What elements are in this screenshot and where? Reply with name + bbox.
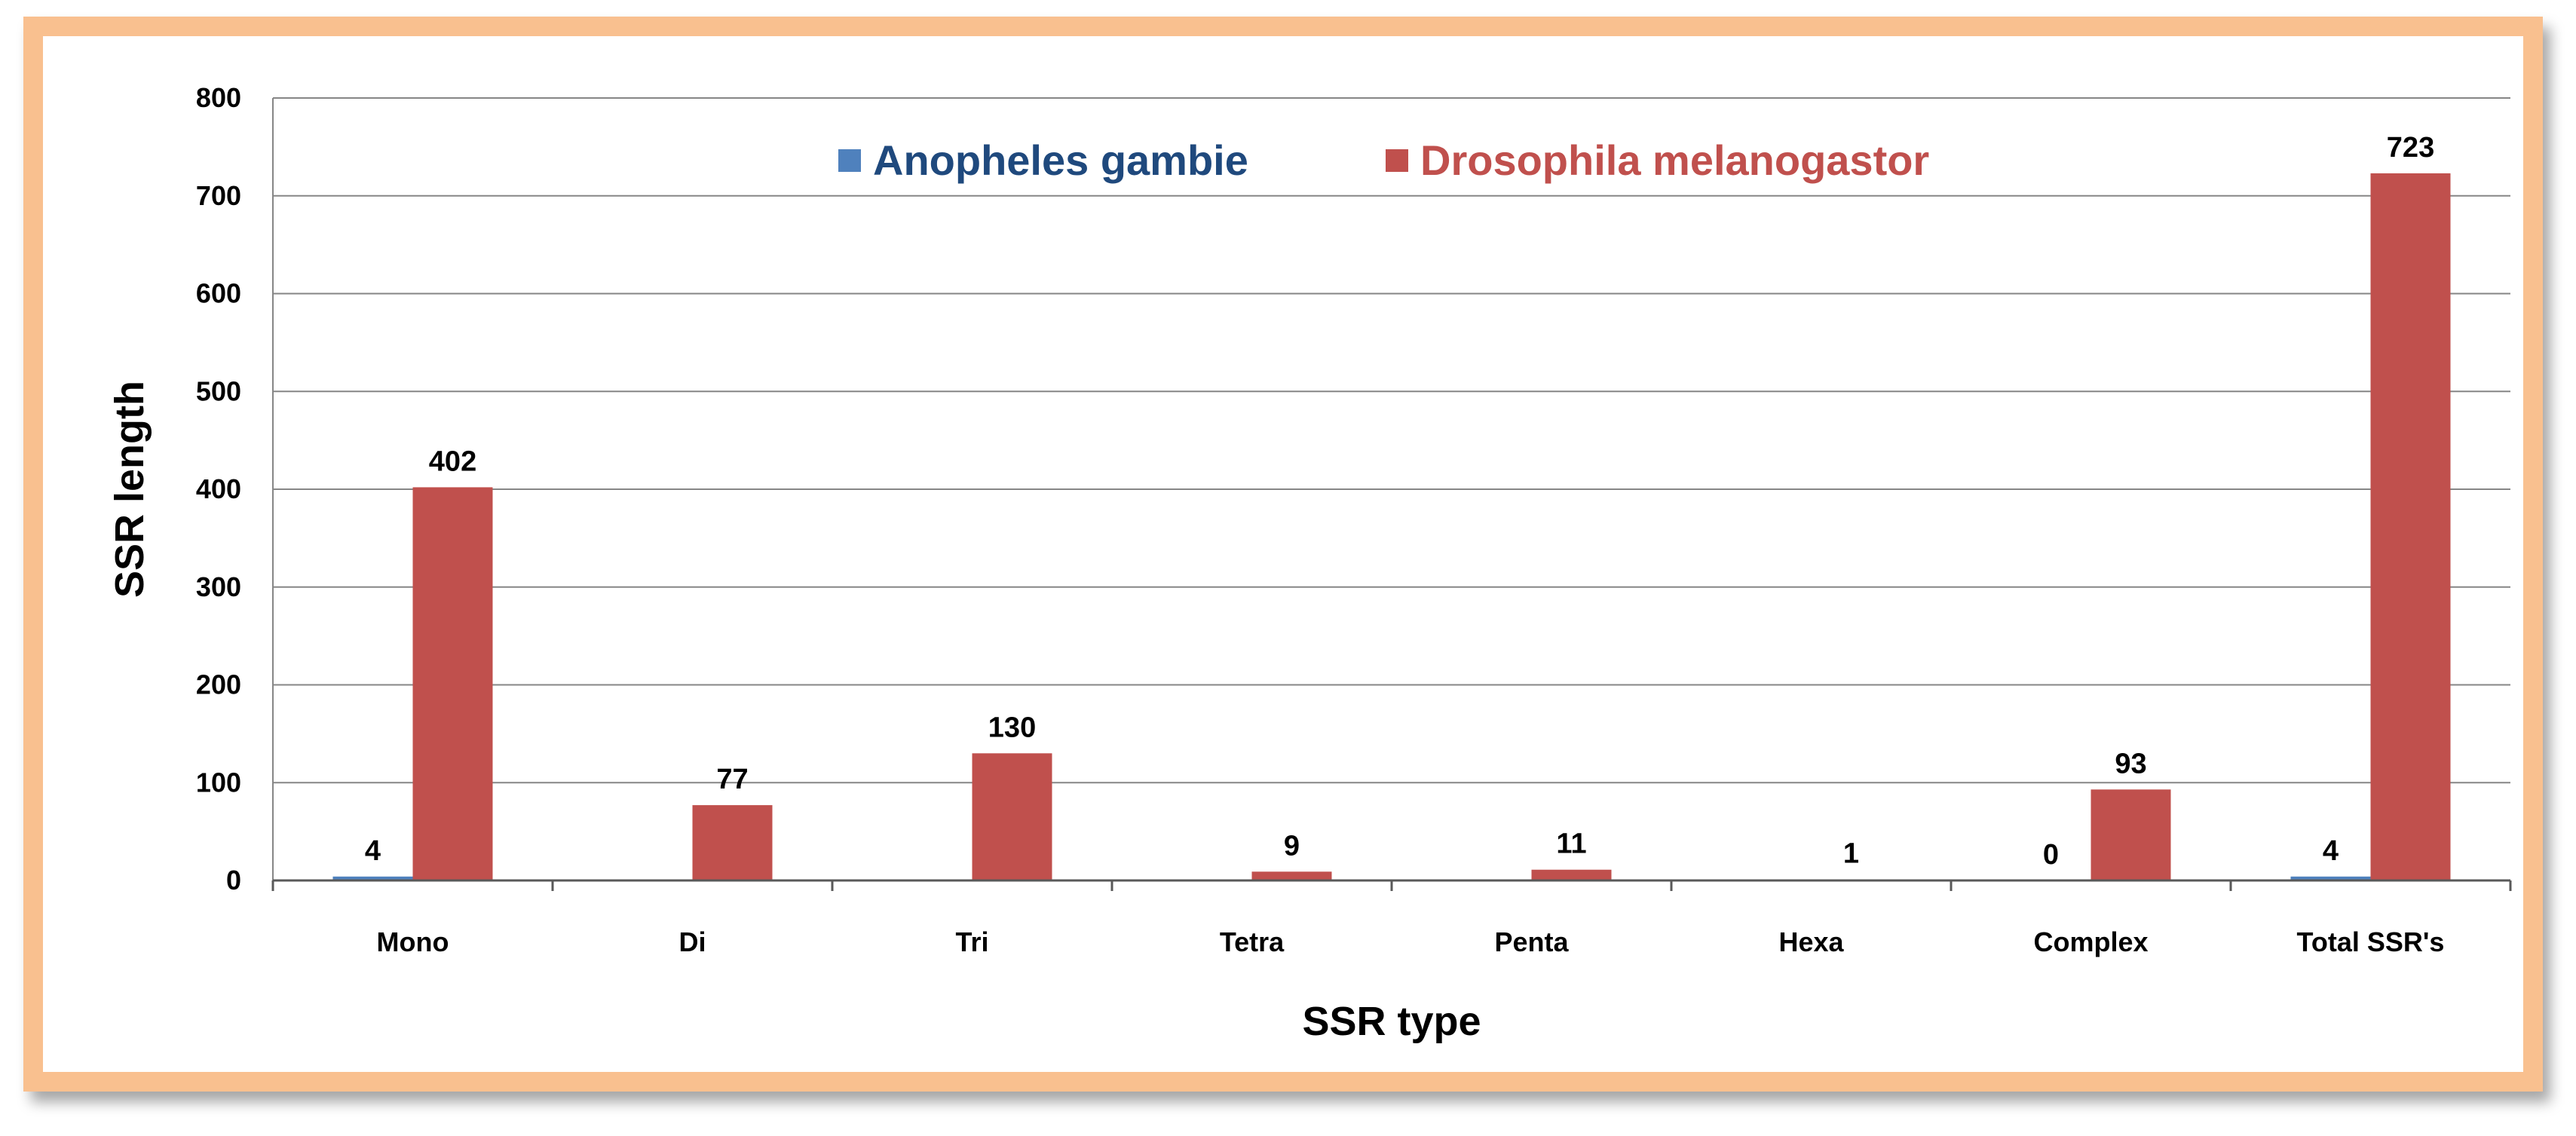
- legend-label: Anopheles gambie: [873, 136, 1248, 184]
- y-tick-label: 400: [196, 473, 241, 504]
- data-label: 77: [716, 764, 748, 795]
- bar-drosophila: [972, 753, 1052, 880]
- x-tick-label: Hexa: [1778, 926, 1844, 957]
- legend-swatch: [1386, 149, 1408, 172]
- bar-drosophila: [412, 487, 493, 880]
- y-tick-label: 800: [196, 82, 241, 113]
- y-tick-label: 700: [196, 180, 241, 211]
- bar-drosophila: [692, 805, 773, 880]
- data-label: 0: [2043, 839, 2059, 871]
- legend-swatch: [838, 149, 861, 172]
- bar-anopheles: [2290, 876, 2371, 880]
- x-tick-label: Tetra: [1220, 926, 1285, 957]
- data-label: 723: [2387, 132, 2434, 164]
- x-tick-label: Complex: [2033, 926, 2148, 957]
- data-label: 1: [1843, 838, 1859, 870]
- legend-label: Drosophila melanogastor: [1420, 136, 1929, 184]
- bar-drosophila: [2091, 789, 2171, 880]
- bar-drosophila: [2370, 173, 2451, 881]
- data-label: 11: [1556, 828, 1586, 860]
- y-tick-label: 300: [196, 571, 241, 602]
- bar-anopheles: [332, 876, 413, 880]
- y-tick-label: 500: [196, 375, 241, 406]
- data-label: 93: [2115, 748, 2146, 779]
- data-label: 9: [1284, 830, 1300, 862]
- y-axis-title: SSR length: [107, 381, 152, 598]
- data-label: 4: [2323, 835, 2339, 867]
- y-tick-label: 100: [196, 767, 241, 798]
- bar-drosophila: [1531, 869, 1612, 880]
- y-tick-label: 200: [196, 669, 241, 700]
- x-tick-label: Tri: [955, 926, 988, 957]
- bar-drosophila: [1251, 871, 1332, 880]
- y-tick-label: 600: [196, 278, 241, 309]
- chart-border: [23, 17, 2543, 1092]
- x-tick-label: Di: [679, 926, 706, 957]
- y-tick-label: 0: [226, 865, 241, 896]
- x-axis-title: SSR type: [1302, 999, 1481, 1044]
- x-tick-label: Mono: [377, 926, 449, 957]
- x-tick-label: Total SSR's: [2297, 926, 2445, 957]
- data-label: 130: [988, 712, 1036, 743]
- x-tick-label: Penta: [1494, 926, 1569, 957]
- data-label: 402: [429, 446, 476, 477]
- data-label: 4: [365, 835, 381, 867]
